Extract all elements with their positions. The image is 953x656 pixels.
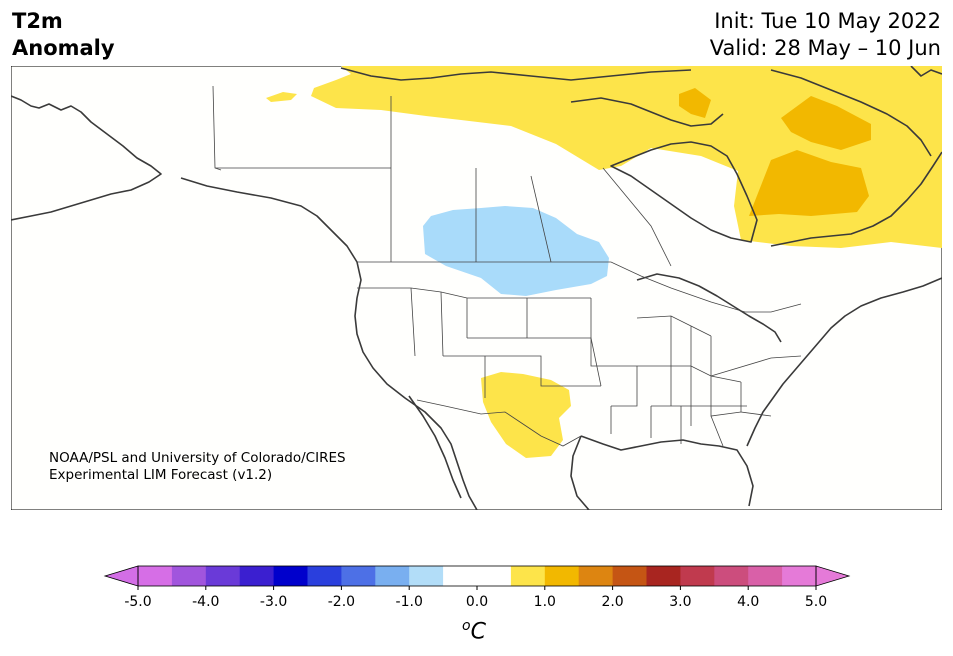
- colorbar-extend-min: [103, 565, 139, 587]
- unit-degree: o: [462, 618, 471, 634]
- colorbar-bin: [680, 566, 715, 586]
- warm-anomaly-baffin-west: [679, 88, 711, 118]
- us-canada-border: [357, 261, 802, 313]
- warm-anomaly-hudson: [749, 150, 869, 216]
- title-line-2: Anomaly: [12, 36, 115, 60]
- colorbar-bin: [171, 566, 207, 586]
- colorbar-bin: [239, 566, 275, 586]
- colorbar-tick-label: 4.0: [737, 594, 759, 610]
- colorbar: -5.0 -4.0 -3.0 -2.0 -1.0 0.0 1.0 2.0 3.0 4.0 5.0: [0, 560, 953, 624]
- colorbar-tick-label: -4.0: [192, 594, 219, 610]
- us-states-east: [610, 355, 802, 447]
- colorbar-bin: [544, 566, 580, 586]
- colorbar-bin: [375, 566, 410, 586]
- arctic-islands-2: [570, 97, 724, 127]
- us-states-central: [590, 298, 742, 426]
- greenland-edge: [910, 66, 942, 77]
- warm-anomaly-baffin: [781, 96, 871, 150]
- baffin-island: [770, 69, 932, 157]
- colorbar-bin: [307, 566, 342, 586]
- coastlines: [11, 66, 942, 510]
- map-title: T2m Anomaly: [12, 8, 115, 62]
- colorbar-bin: [341, 566, 376, 586]
- arctic-islands-1: [340, 67, 692, 81]
- valid-date: Valid: 28 May – 10 Jun: [709, 36, 941, 60]
- colorbar-bin: [714, 566, 749, 586]
- colorbar-tick-label: 3.0: [669, 594, 691, 610]
- baja-coast: [408, 395, 462, 499]
- colorbar-tick-label: -1.0: [396, 594, 423, 610]
- colorbar-unit: oC: [462, 618, 486, 644]
- map-panel: [11, 66, 942, 510]
- pacific-coast: [180, 177, 478, 510]
- init-date: Init: Tue 10 May 2022: [714, 9, 941, 33]
- cold-anomaly-prairies: [423, 206, 609, 296]
- colorbar-bin: [273, 566, 308, 586]
- colorbar-bin: [443, 566, 478, 586]
- us-states-west: [357, 287, 602, 398]
- hudson-bay: [610, 141, 758, 243]
- gulf-coast: [580, 435, 754, 507]
- colorbar-bin: [748, 566, 783, 586]
- labrador-coast: [770, 151, 942, 247]
- unit-letter: C: [470, 619, 486, 645]
- warm-anomaly-southwest: [481, 372, 571, 458]
- political-borders: [212, 85, 802, 447]
- colorbar-bin: [477, 566, 512, 586]
- us-mexico-border: [416, 399, 582, 447]
- colorbar-bins: [138, 566, 817, 586]
- forecast-credit: NOAA/PSL and University of Colorado/CIRE…: [49, 450, 346, 484]
- colorbar-bin: [138, 566, 173, 586]
- colorbar-tick-label: 5.0: [805, 594, 827, 610]
- colorbar-tick-label: -5.0: [124, 594, 151, 610]
- colorbar-bin: [409, 566, 444, 586]
- colorbar-bin: [205, 566, 241, 586]
- colorbar-ticks: -5.0 -4.0 -3.0 -2.0 -1.0 0.0 1.0 2.0 3.0 4.0 5.0: [124, 586, 827, 610]
- colorbar-bin: [646, 566, 681, 586]
- atlantic-coast: [746, 277, 942, 447]
- title-line-1: T2m: [12, 9, 63, 33]
- colorbar-bin: [510, 566, 546, 586]
- forecast-dates: Init: Tue 10 May 2022 Valid: 28 May – 10…: [710, 8, 941, 62]
- colorbar-bin: [782, 566, 817, 586]
- colorbar-bin: [578, 566, 614, 586]
- credit-line-2: Experimental LIM Forecast (v1.2): [49, 467, 273, 483]
- great-lakes: [636, 273, 782, 343]
- mexico-gulf-coast: [570, 435, 590, 510]
- warm-anomaly-north-west: [266, 92, 297, 102]
- colorbar-bin: [612, 566, 647, 586]
- colorbar-tick-label: -3.0: [260, 594, 287, 610]
- credit-line-1: NOAA/PSL and University of Colorado/CIRE…: [49, 450, 346, 466]
- colorbar-tick-label: 1.0: [534, 594, 556, 610]
- canada-provinces: [215, 96, 672, 267]
- anomaly-shading: [266, 66, 942, 458]
- colorbar-tick-label: -2.0: [328, 594, 355, 610]
- colorbar-tick-label: 2.0: [601, 594, 623, 610]
- alaska-coast: [11, 95, 162, 221]
- colorbar-tick-label: 0.0: [466, 594, 488, 610]
- colorbar-extend-max: [815, 565, 851, 587]
